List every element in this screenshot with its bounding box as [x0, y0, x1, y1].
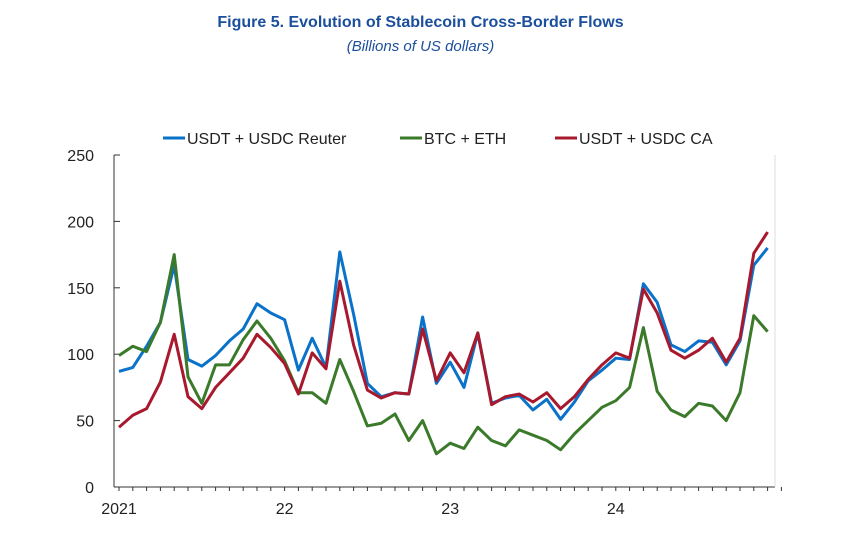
chart-title: Figure 5. Evolution of Stablecoin Cross-… [217, 14, 624, 31]
y-tick-label: 150 [67, 281, 94, 298]
x-tick-label: 23 [441, 501, 459, 518]
y-tick-label: 100 [67, 347, 94, 364]
series-line-2 [118, 231, 769, 429]
series-line-1 [118, 253, 769, 456]
y-tick-label: 0 [85, 480, 94, 497]
x-tick-label: 2021 [101, 501, 137, 518]
x-tick-label: 24 [607, 501, 625, 518]
x-tick-label: 22 [276, 501, 294, 518]
chart-subtitle: (Billions of US dollars) [346, 38, 495, 55]
y-tick-label: 200 [67, 214, 94, 231]
legend-label: USDT + USDC Reuter [187, 131, 347, 148]
legend-label: BTC + ETH [424, 131, 506, 148]
legend-label: USDT + USDC CA [579, 131, 713, 148]
series-line-0 [118, 247, 769, 421]
y-tick-label: 50 [76, 414, 94, 431]
y-tick-label: 250 [67, 148, 94, 165]
